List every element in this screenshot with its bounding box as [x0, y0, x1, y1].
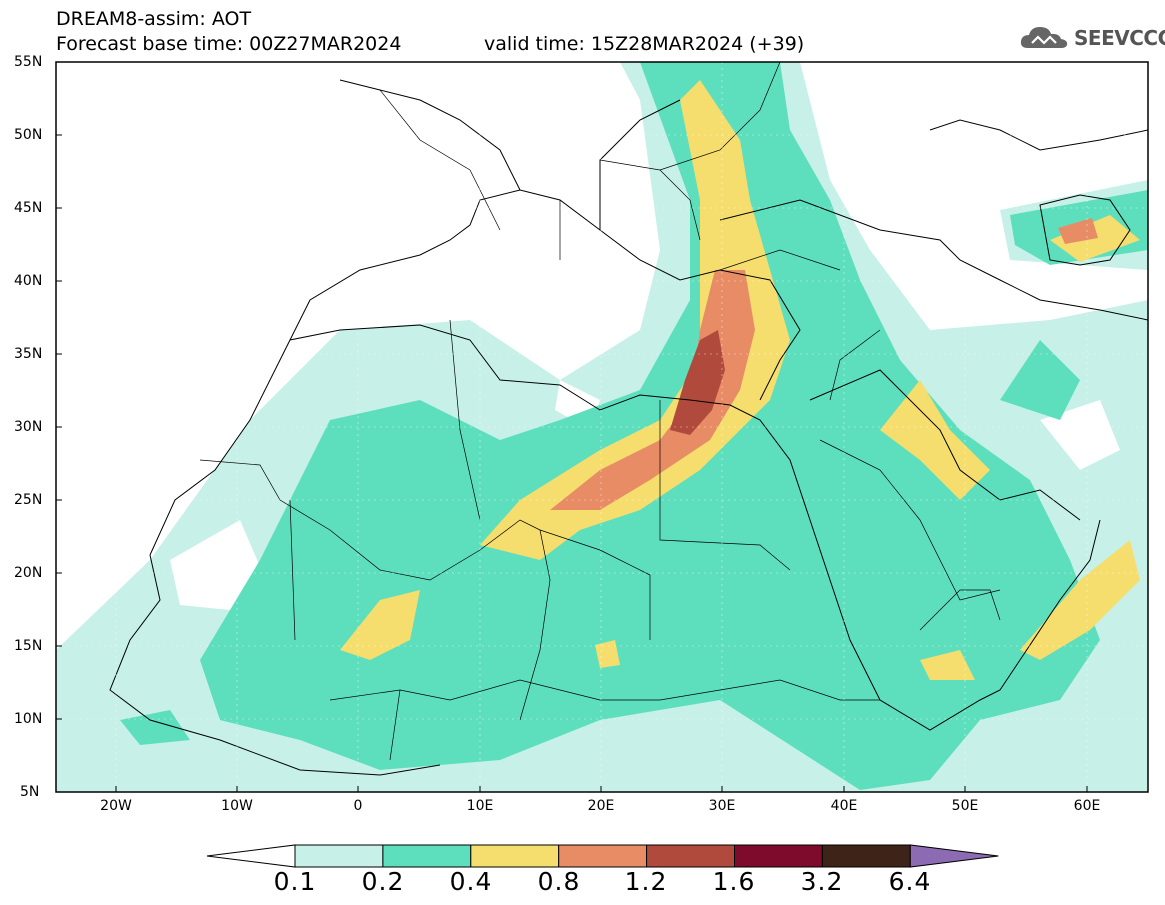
graticule	[56, 62, 1148, 792]
colorbar-label: 0.8	[537, 867, 581, 896]
colorbar-box	[646, 844, 735, 868]
colorbar-label: 0.1	[273, 867, 317, 896]
country-borders	[199, 62, 1001, 761]
aot-band-05	[670, 330, 725, 435]
lat-label: 35N	[14, 346, 43, 362]
lon-label: 40E	[830, 798, 858, 814]
lat-label: 20N	[14, 565, 43, 581]
colorbar-label: 1.6	[712, 867, 756, 896]
lat-label: 55N	[14, 54, 43, 70]
lat-label: 40N	[14, 273, 43, 289]
product-title: DREAM8-assim: AOT	[56, 8, 252, 30]
colorbar-label: 0.4	[449, 867, 493, 896]
aot-band-04	[550, 218, 1098, 510]
colorbar-box	[470, 844, 560, 868]
lat-label: 10N	[14, 711, 43, 727]
lon-label: 10E	[466, 798, 494, 814]
lon-label: 60E	[1073, 798, 1101, 814]
colorbar-box	[821, 844, 911, 868]
colorbar-box	[558, 844, 648, 868]
lat-label: 30N	[14, 419, 43, 435]
colorbar-box	[382, 844, 472, 868]
lon-label: 20E	[587, 798, 615, 814]
colorbar-extend-high	[909, 844, 999, 868]
coastlines	[109, 79, 1148, 776]
aot-band-03	[340, 80, 1140, 680]
colorbar-box	[294, 844, 384, 868]
lat-label: 45N	[14, 200, 43, 216]
lon-label: 0	[353, 798, 363, 814]
base-time: Forecast base time: 00Z27MAR2024	[56, 33, 402, 55]
lon-label: 50E	[951, 798, 979, 814]
colorbar-label: 1.2	[624, 867, 668, 896]
cloud-icon	[1020, 27, 1068, 48]
axis-ticks	[56, 61, 1088, 792]
lat-label: 50N	[14, 127, 43, 143]
colorbar-label: 3.2	[800, 867, 844, 896]
seevccc-logo: SEEVCCC	[1018, 24, 1165, 52]
valid-time: valid time: 15Z28MAR2024 (+39)	[484, 33, 805, 55]
lon-label: 10W	[221, 798, 253, 814]
lat-label: 15N	[14, 638, 43, 654]
lon-label: 30E	[708, 798, 736, 814]
logo-text: SEEVCCC	[1074, 26, 1165, 50]
lat-label: 5N	[20, 784, 40, 800]
colorbar-extend-low	[206, 844, 296, 868]
lon-label: 20W	[100, 798, 132, 814]
colorbar-label: 6.4	[888, 867, 932, 896]
colorbar-label: 0.2	[361, 867, 405, 896]
lat-label: 25N	[14, 492, 43, 508]
colorbar-box	[734, 844, 823, 868]
